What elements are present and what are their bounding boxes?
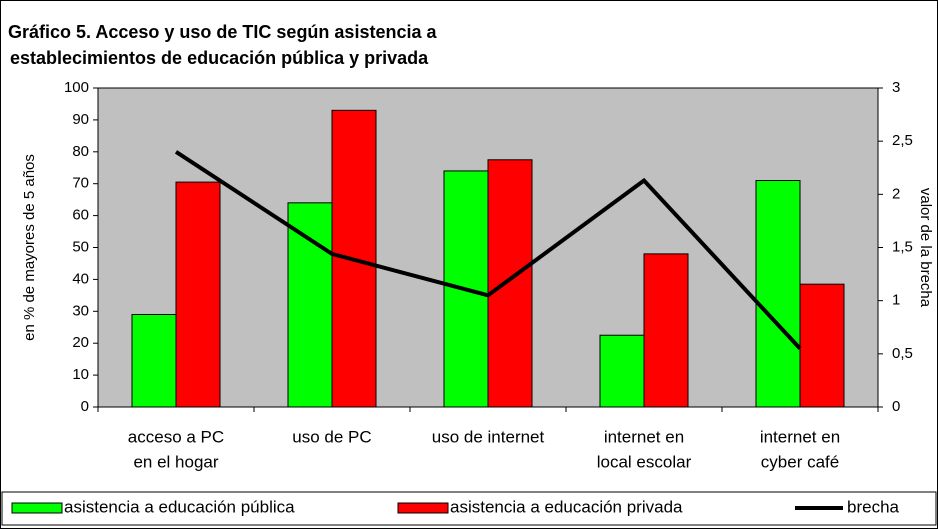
y-tick-label: 30 bbox=[72, 302, 89, 319]
chart-title: Gráfico 5. Acceso y uso de TIC según asi… bbox=[8, 22, 437, 42]
y2-tick-label: 1,5 bbox=[892, 238, 913, 255]
y2-tick-label: 1 bbox=[892, 292, 900, 309]
legend-label: asistencia a educación pública bbox=[64, 497, 295, 516]
bar bbox=[643, 253, 689, 408]
y-axis-label: en % de mayores de 5 años bbox=[21, 154, 38, 341]
x-tick-label: cyber café bbox=[761, 452, 839, 471]
y-tick-label: 100 bbox=[64, 79, 89, 96]
bar bbox=[799, 283, 845, 408]
y-tick-label: 50 bbox=[72, 238, 89, 255]
legend-frame bbox=[1, 491, 937, 526]
y2-tick-label: 2 bbox=[892, 185, 900, 202]
chart-title: establecimientos de educación pública y … bbox=[10, 48, 429, 68]
legend-label: brecha bbox=[847, 497, 900, 516]
y2-tick-label: 3 bbox=[892, 79, 900, 96]
bar bbox=[331, 109, 377, 408]
y-tick-label: 40 bbox=[72, 270, 89, 287]
bar bbox=[599, 334, 645, 408]
bar bbox=[175, 181, 221, 408]
x-tick-label: en el hogar bbox=[133, 452, 218, 471]
legend-label: asistencia a educación privada bbox=[450, 497, 683, 516]
x-tick-label: local escolar bbox=[597, 452, 692, 471]
y2-tick-label: 0 bbox=[892, 398, 900, 415]
legend-swatch bbox=[11, 502, 63, 514]
y-tick-label: 90 bbox=[72, 111, 89, 128]
legend-swatch bbox=[397, 502, 449, 514]
x-tick-label: uso de PC bbox=[292, 427, 371, 446]
line-series bbox=[174, 150, 802, 350]
x-tick-label: acceso a PC bbox=[128, 427, 224, 446]
bar bbox=[755, 180, 801, 408]
y2-axis-label: valor de la brecha bbox=[917, 188, 934, 308]
bar bbox=[287, 202, 333, 408]
bar bbox=[487, 159, 533, 408]
x-tick-label: uso de internet bbox=[432, 427, 545, 446]
y2-tick-label: 0,5 bbox=[892, 345, 913, 362]
x-tick-label: internet en bbox=[604, 427, 684, 446]
bar bbox=[443, 170, 489, 408]
x-tick-label: internet en bbox=[760, 427, 840, 446]
y-tick-label: 10 bbox=[72, 366, 89, 383]
y-tick-label: 70 bbox=[72, 175, 89, 192]
y-tick-label: 80 bbox=[72, 143, 89, 160]
y2-tick-label: 2,5 bbox=[892, 132, 913, 149]
y-tick-label: 60 bbox=[72, 207, 89, 224]
y-tick-label: 20 bbox=[72, 334, 89, 351]
y-tick-label: 0 bbox=[81, 398, 89, 415]
bar bbox=[131, 313, 177, 408]
